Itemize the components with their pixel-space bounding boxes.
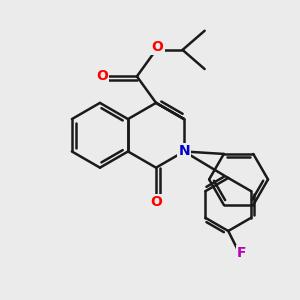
Text: F: F [237,246,246,260]
Text: O: O [152,40,164,54]
Text: O: O [96,69,108,83]
Text: N: N [178,145,190,158]
Text: O: O [150,195,162,209]
